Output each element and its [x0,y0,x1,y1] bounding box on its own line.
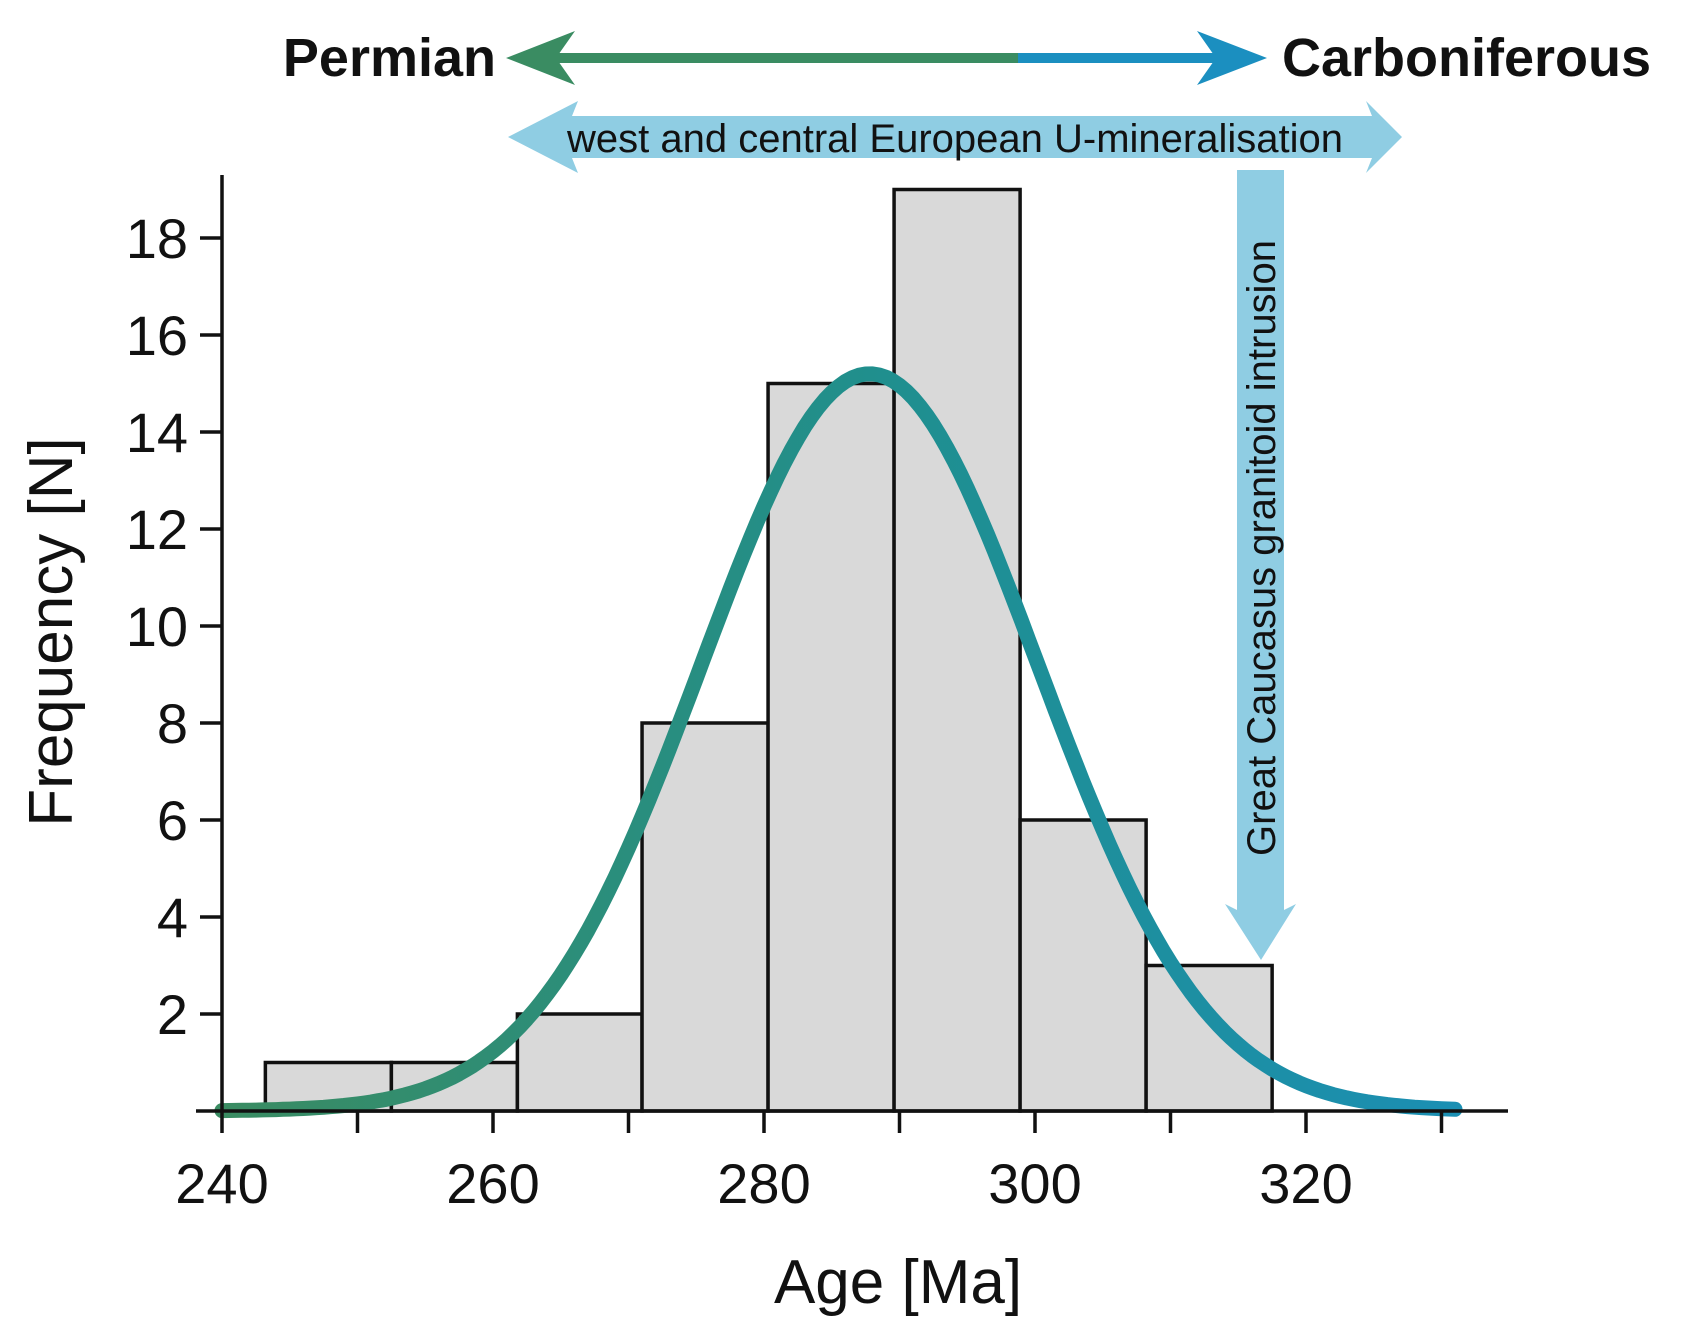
x-tick-label-300: 300 [988,1152,1081,1215]
y-tick-label-10: 10 [126,595,188,658]
normal-fit-curve [214,366,1463,1119]
x-tick-label-320: 320 [1259,1152,1352,1215]
u-mineralisation-label: west and central European U-mineralisati… [566,117,1343,161]
u-mineralisation-annotation: west and central European U-mineralisati… [508,101,1402,173]
great-caucasus-annotation: Great Caucasus granitoid intrusion [1225,170,1296,960]
y-tick-label-6: 6 [157,789,188,852]
u-mineralisation-double-arrow [508,101,1402,173]
x-ticks: 240 260 280 300 320 [175,1111,1444,1215]
histogram-bar-3 [515,1012,644,1113]
y-tick-label-14: 14 [126,401,188,464]
histogram-bar-5 [766,381,896,1113]
histogram-bars [263,187,1274,1113]
y-tick-label-16: 16 [126,304,188,367]
great-caucasus-down-arrow [1225,170,1296,960]
x-tick-label-240: 240 [175,1152,268,1215]
axes [196,175,1508,1113]
x-tick-label-260: 260 [446,1152,539,1215]
permian-arrow-head [506,31,575,85]
y-tick-label-8: 8 [157,692,188,755]
carboniferous-label: Carboniferous [1282,28,1651,88]
x-axis-title: Age [Ma] [774,1248,1022,1317]
histogram-bar-7 [1018,818,1148,1113]
period-arrow: Permian Carboniferous [283,28,1651,88]
carboniferous-arrow-head [1197,31,1267,85]
y-tick-label-18: 18 [126,207,188,270]
histogram-bar-8 [1144,963,1274,1113]
great-caucasus-label: Great Caucasus granitoid intrusion [1240,240,1284,856]
y-axis-title: Frequency [N] [17,437,86,826]
y-tick-label-12: 12 [126,498,188,561]
permian-label: Permian [283,28,496,88]
histogram-bar-6 [892,187,1022,1113]
y-tick-label-4: 4 [157,886,188,949]
y-tick-label-2: 2 [157,983,188,1046]
y-ticks: 2 4 6 8 10 12 14 16 18 [126,207,222,1046]
x-tick-label-280: 280 [717,1152,810,1215]
